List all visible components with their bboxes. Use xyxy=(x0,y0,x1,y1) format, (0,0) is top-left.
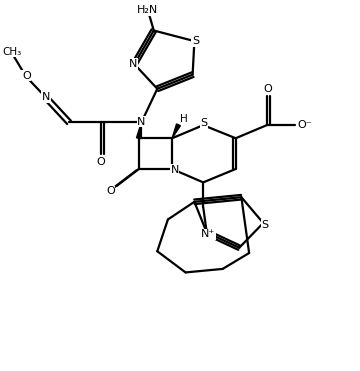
Text: S: S xyxy=(192,36,199,46)
Polygon shape xyxy=(172,124,180,138)
Text: S: S xyxy=(261,220,269,230)
Text: H: H xyxy=(180,114,187,124)
Text: CH₃: CH₃ xyxy=(3,47,22,57)
Text: N: N xyxy=(42,92,50,102)
Text: O: O xyxy=(22,71,31,81)
Text: H₂N: H₂N xyxy=(137,6,158,15)
Text: O⁻: O⁻ xyxy=(297,120,311,130)
Text: N: N xyxy=(170,165,179,175)
Text: O: O xyxy=(106,186,115,196)
Polygon shape xyxy=(136,122,141,139)
Text: N: N xyxy=(137,116,145,127)
Text: N: N xyxy=(129,59,138,69)
Text: N⁺: N⁺ xyxy=(201,229,215,239)
Text: S: S xyxy=(201,118,207,128)
Text: O: O xyxy=(96,157,105,167)
Text: O: O xyxy=(264,84,273,94)
